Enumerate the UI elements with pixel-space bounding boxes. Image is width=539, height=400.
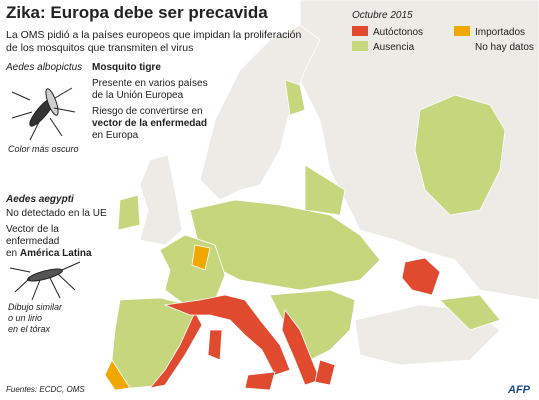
caption: Color más oscuro xyxy=(8,144,79,154)
region xyxy=(117,194,141,231)
region xyxy=(104,359,131,391)
text: vector de la enfermedad xyxy=(92,118,207,129)
region xyxy=(414,94,506,216)
text: América Latina xyxy=(20,248,92,259)
mosquito-drawing xyxy=(9,261,81,301)
region xyxy=(304,164,346,216)
text: Vector de la xyxy=(6,224,59,235)
species: Aedes albopictus xyxy=(5,62,82,73)
mosquito-drawing xyxy=(11,87,76,141)
common-name: Mosquito tigre xyxy=(92,62,161,73)
text: Presente en varios países xyxy=(92,78,208,89)
text: de la Unión Europea xyxy=(92,90,184,101)
text: en Europa xyxy=(92,130,139,141)
caption: en el tórax xyxy=(8,324,51,334)
legend-swatch xyxy=(454,26,470,36)
species: Aedes aegypti xyxy=(5,194,74,205)
region xyxy=(439,294,501,331)
region xyxy=(139,154,183,246)
region xyxy=(281,308,321,386)
legend-label: Autóctonos xyxy=(373,27,423,38)
region xyxy=(163,294,291,376)
credit: AFP xyxy=(507,384,531,396)
region xyxy=(148,311,203,389)
legend-swatch xyxy=(454,41,470,51)
legend-label: No hay datos xyxy=(475,42,534,53)
text: enfermedad xyxy=(6,236,59,247)
legend: Autóctonos Importados Ausencia No hay datos xyxy=(352,26,534,53)
source: Fuentes: ECDC, OMS xyxy=(6,385,85,394)
legend-swatch xyxy=(352,41,368,51)
legend-label: Ausencia xyxy=(373,42,415,53)
map xyxy=(104,0,539,391)
region xyxy=(159,234,226,306)
region xyxy=(207,329,223,361)
region xyxy=(199,24,321,201)
region xyxy=(244,371,276,391)
text: en xyxy=(6,248,17,259)
title: Zika: Europa debe ser precavida xyxy=(6,3,268,22)
subtitle: La OMS pidió a la países europeos que im… xyxy=(6,29,302,41)
text: No detectado en la UE xyxy=(6,208,107,219)
region xyxy=(401,257,441,296)
region xyxy=(284,79,306,116)
caption: o un lirio xyxy=(8,313,42,323)
region xyxy=(314,359,336,386)
caption: Dibujo similar xyxy=(8,302,63,312)
legend-swatch xyxy=(352,26,368,36)
region xyxy=(191,244,211,271)
text: en América Latina xyxy=(6,248,92,259)
legend-label: Importados xyxy=(475,27,525,38)
subtitle: de los mosquitos que transmiten el virus xyxy=(6,42,193,54)
legend-title: Octubre 2015 xyxy=(352,10,413,21)
text: Riesgo de convertirse en xyxy=(92,106,203,117)
